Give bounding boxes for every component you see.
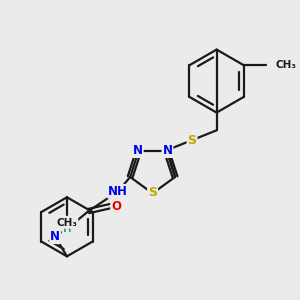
Text: O: O xyxy=(111,200,121,213)
Text: N: N xyxy=(50,230,60,243)
Text: S: S xyxy=(188,134,196,147)
Text: CH₃: CH₃ xyxy=(275,60,296,70)
Text: S: S xyxy=(148,186,157,199)
Text: N: N xyxy=(133,144,143,157)
Text: NH: NH xyxy=(108,185,128,198)
Text: CH₃: CH₃ xyxy=(56,218,77,228)
Text: H: H xyxy=(63,224,71,234)
Text: N: N xyxy=(163,144,172,157)
